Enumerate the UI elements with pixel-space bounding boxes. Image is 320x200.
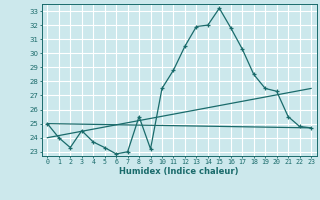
X-axis label: Humidex (Indice chaleur): Humidex (Indice chaleur) (119, 167, 239, 176)
